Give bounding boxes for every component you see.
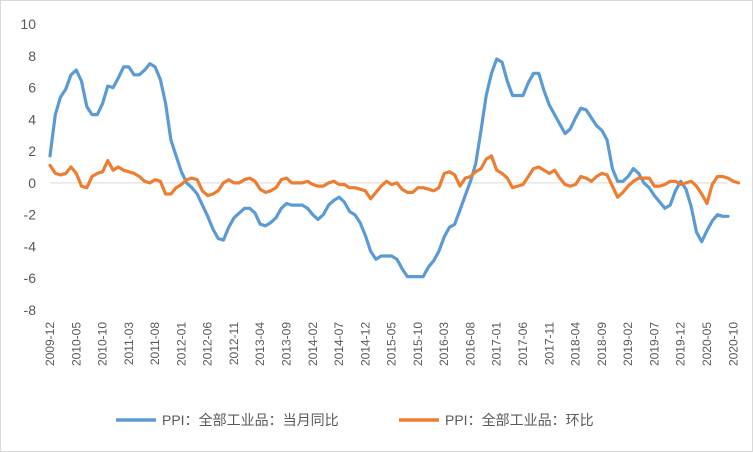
- x-tick-label: 2012-06: [201, 322, 215, 366]
- x-tick-label: 2012-11: [227, 322, 241, 365]
- x-tick-label: 2010-05: [69, 322, 83, 366]
- x-tick-label: 2017-06: [516, 322, 530, 366]
- x-tick-label: 2020-05: [700, 322, 714, 366]
- x-tick-label: 2019-07: [647, 322, 661, 366]
- x-tick-label: 2013-04: [253, 322, 267, 366]
- x-tick-label: 2009-12: [43, 322, 57, 366]
- x-tick-label: 2018-09: [595, 322, 609, 366]
- x-tick-label: 2017-11: [542, 322, 556, 365]
- x-tick-label: 2018-04: [569, 322, 583, 366]
- legend: PPI：全部工业品：当月同比 PPI：全部工业品：环比: [116, 412, 594, 428]
- y-tick-label: 6: [28, 80, 36, 96]
- x-tick-label: 2017-01: [490, 322, 504, 366]
- x-tick-label: 2016-03: [437, 322, 451, 366]
- y-tick-label: -2: [24, 207, 37, 223]
- x-tick-label: 2016-08: [464, 322, 478, 366]
- y-tick-label: 2: [28, 143, 36, 159]
- x-tick-label: 2011-08: [148, 322, 162, 365]
- x-tick-label: 2010-10: [96, 322, 110, 366]
- series-line-yoy: [48, 57, 730, 279]
- x-tick-label: 2019-02: [621, 322, 635, 366]
- x-tick-label: 2012-01: [174, 322, 188, 366]
- x-tick-label: 2020-10: [726, 322, 740, 366]
- y-tick-label: 10: [20, 16, 36, 32]
- y-tick-label: -4: [24, 238, 37, 254]
- x-tick-label: 2011-03: [122, 322, 136, 365]
- x-tick-label: 2015-05: [385, 322, 399, 366]
- legend-label: PPI：全部工业品：当月同比: [162, 412, 339, 428]
- x-tick-label: 2013-09: [280, 322, 294, 366]
- y-tick-label: -6: [24, 270, 37, 286]
- series-line-mom: [48, 154, 741, 206]
- y-tick-label: 4: [28, 111, 36, 127]
- series-lines: [48, 57, 741, 279]
- x-axis: 2009-12 2010-05 2010-10 2011-03 2011-08 2012-…: [43, 322, 740, 366]
- x-tick-label: 2014-02: [306, 322, 320, 366]
- legend-label: PPI：全部工业品：环比: [445, 412, 594, 428]
- x-tick-label: 2014-12: [358, 322, 372, 366]
- x-tick-label: 2019-12: [674, 322, 688, 366]
- y-tick-label: 0: [28, 175, 36, 191]
- x-tick-label: 2015-10: [411, 322, 425, 366]
- y-axis: -8 -6 -4 -2 0 2 4 6 8 10: [20, 16, 36, 318]
- x-tick-label: 2014-07: [332, 322, 346, 366]
- y-tick-label: 8: [28, 48, 36, 64]
- y-tick-label: -8: [24, 302, 37, 318]
